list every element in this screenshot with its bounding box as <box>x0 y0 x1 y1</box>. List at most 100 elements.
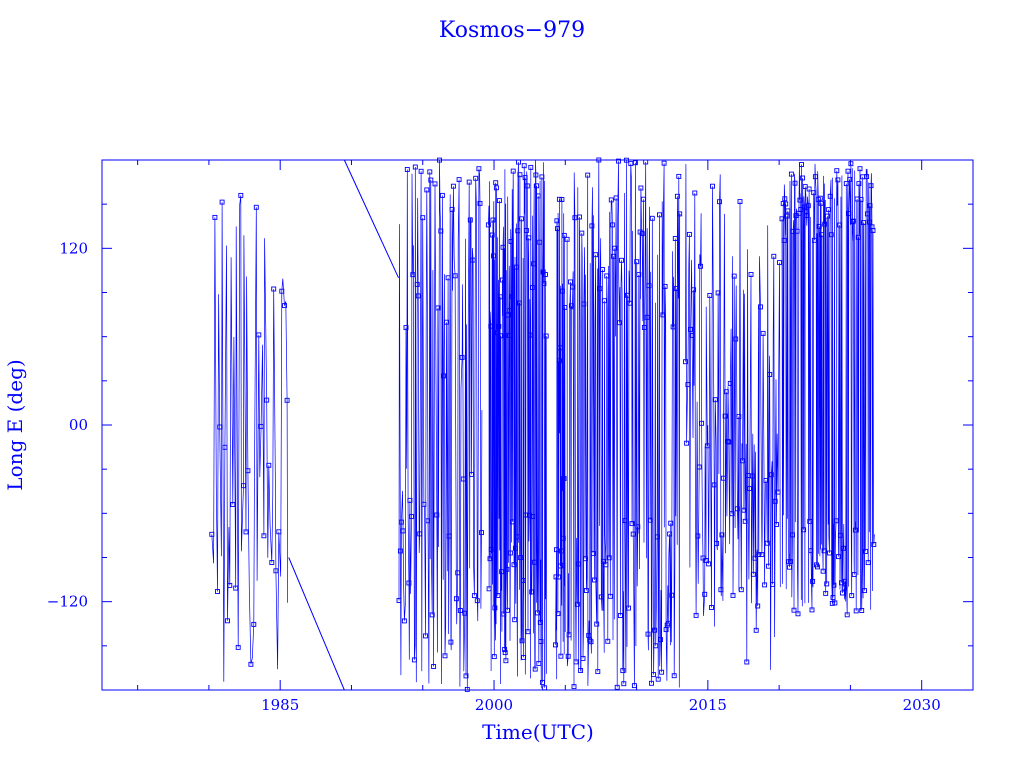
data-point <box>434 512 440 518</box>
x-axis-label: Time(UTC) <box>482 720 594 744</box>
data-point <box>647 517 653 523</box>
data-point <box>800 175 806 181</box>
data-point <box>415 293 421 299</box>
data-point <box>707 293 713 298</box>
data-point <box>819 232 825 238</box>
data-point <box>646 283 652 289</box>
data-point <box>760 330 766 336</box>
data-point <box>861 220 867 226</box>
data-point <box>582 556 588 562</box>
data-point <box>770 581 776 587</box>
data-point <box>572 215 578 221</box>
data-point <box>817 195 823 201</box>
data-point <box>233 585 239 591</box>
data-point <box>820 568 826 574</box>
data-point <box>822 221 828 227</box>
data-point <box>824 213 830 219</box>
data-point <box>811 190 817 196</box>
data-point <box>537 619 543 625</box>
data-point <box>806 186 812 192</box>
data-point <box>406 580 412 586</box>
data-point <box>837 532 843 538</box>
data-point <box>508 239 514 244</box>
data-point <box>815 564 820 570</box>
data-point <box>659 669 665 675</box>
data-point <box>543 333 549 339</box>
data-point <box>788 171 794 177</box>
data-point <box>852 527 858 533</box>
data-point <box>517 172 523 178</box>
data-point <box>401 618 407 624</box>
data-point <box>566 632 572 638</box>
data-point <box>491 253 496 259</box>
drift-line-1 <box>343 159 399 278</box>
data-point <box>423 633 428 639</box>
data-point <box>804 213 810 218</box>
data-point <box>712 397 718 403</box>
data-point <box>619 257 624 263</box>
data-point <box>460 476 466 482</box>
data-point <box>560 535 566 541</box>
data-point <box>729 511 735 517</box>
data-point <box>868 183 874 189</box>
data-point <box>867 203 873 209</box>
data-point <box>698 263 703 269</box>
data-point <box>243 529 249 535</box>
data-point <box>847 176 853 182</box>
data-point <box>513 264 519 270</box>
data-point <box>827 550 832 556</box>
data-point <box>805 203 811 209</box>
data-point <box>715 290 721 296</box>
data-point <box>455 570 461 576</box>
data-point <box>741 507 747 513</box>
data-point <box>463 673 469 679</box>
data-point <box>730 592 736 598</box>
data-point <box>649 215 655 221</box>
data-point <box>410 272 416 278</box>
data-point <box>501 611 507 617</box>
data-point <box>759 552 765 558</box>
data-point <box>871 542 877 547</box>
data-point <box>748 272 754 277</box>
data-point <box>492 605 498 611</box>
data-point <box>520 578 526 583</box>
data-point <box>709 605 714 610</box>
series-line-segment-6 <box>781 163 875 615</box>
series-line-segment-2 <box>488 160 547 689</box>
data-point <box>726 439 732 445</box>
data-point <box>518 555 524 561</box>
data-point <box>790 532 795 538</box>
data-point <box>557 345 563 351</box>
data-point <box>535 193 541 199</box>
data-point <box>756 552 762 558</box>
data-point <box>632 160 638 166</box>
data-point <box>688 326 694 332</box>
data-point <box>571 684 577 690</box>
data-point <box>495 593 501 598</box>
data-point <box>611 253 616 259</box>
data-point <box>599 267 605 272</box>
data-point <box>438 228 444 234</box>
data-point <box>621 681 627 687</box>
data-point <box>693 612 699 618</box>
data-point <box>609 222 615 228</box>
data-point <box>717 199 722 205</box>
data-point <box>652 627 658 633</box>
data-point <box>557 563 563 569</box>
data-point <box>597 286 603 292</box>
data-point <box>604 273 610 279</box>
data-point <box>617 613 623 618</box>
drift-line-0 <box>288 557 345 691</box>
data-point <box>209 531 215 537</box>
data-point <box>457 608 463 613</box>
data-point <box>740 458 745 464</box>
data-point <box>590 550 596 556</box>
x-tick-label: 2000 <box>475 696 513 714</box>
series-line-segment-0 <box>211 195 288 682</box>
data-point <box>238 192 244 198</box>
data-point <box>556 358 562 364</box>
data-point <box>521 654 527 660</box>
data-point <box>600 558 606 564</box>
data-point <box>702 591 708 597</box>
data-point <box>628 161 634 167</box>
